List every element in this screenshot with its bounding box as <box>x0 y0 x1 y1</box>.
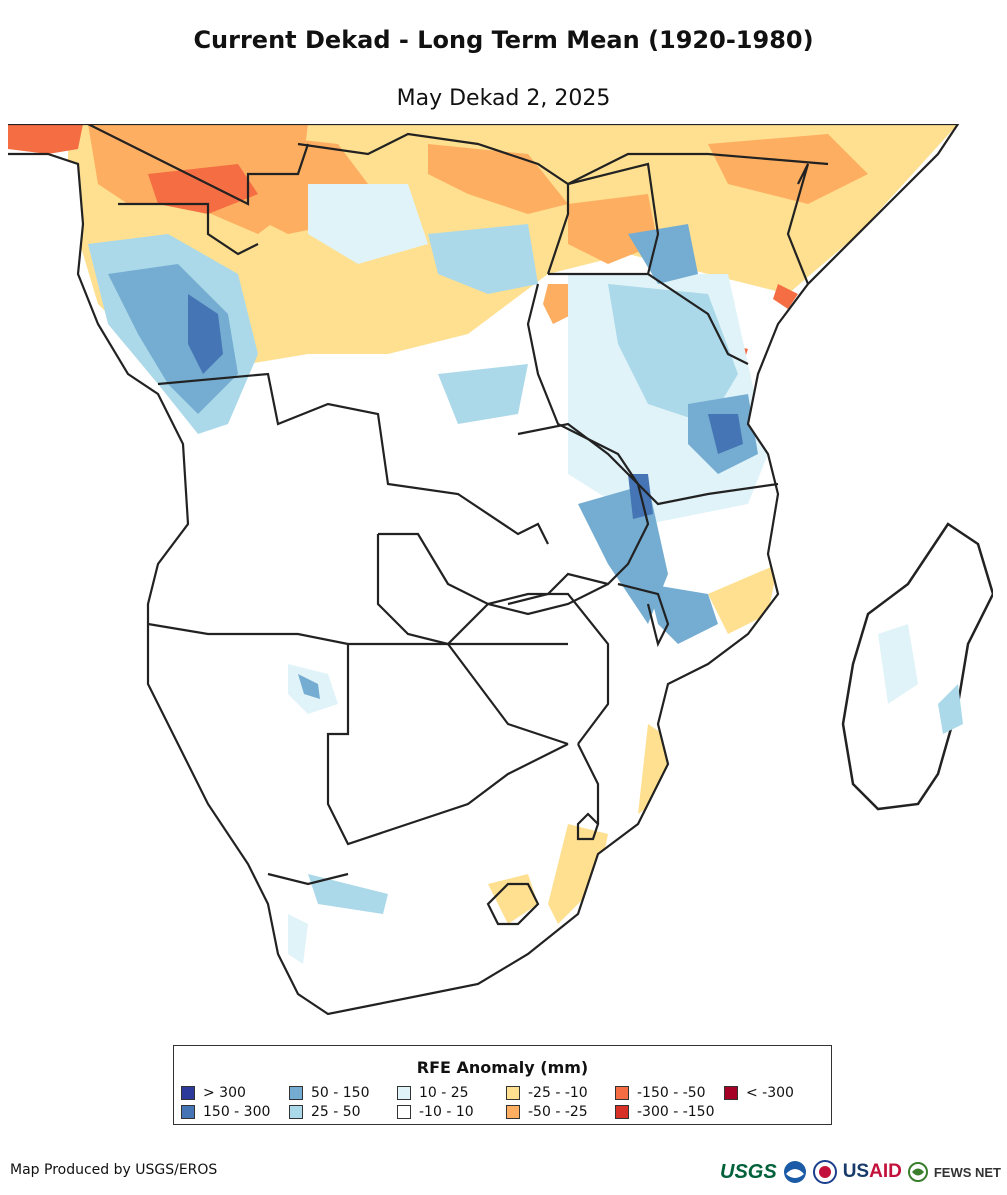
legend-item: -25 - -10 <box>506 1085 588 1101</box>
madagascar <box>841 522 993 811</box>
anomaly-map <box>8 124 993 1016</box>
legend-label: -150 - -50 <box>637 1085 706 1101</box>
legend-label: -300 - -150 <box>637 1104 715 1120</box>
legend-swatch <box>289 1086 303 1100</box>
legend-item: > 300 <box>181 1085 246 1101</box>
legend-swatch <box>506 1105 520 1119</box>
legend-swatch <box>506 1086 520 1100</box>
legend-label: 25 - 50 <box>311 1104 361 1120</box>
legend-item: 50 - 150 <box>289 1085 370 1101</box>
map-title: Current Dekad - Long Term Mean (1920-198… <box>193 26 814 54</box>
legend-item: -150 - -50 <box>615 1085 706 1101</box>
legend-item: -10 - 10 <box>397 1104 474 1120</box>
legend-swatch <box>397 1086 411 1100</box>
legend-item: -50 - -25 <box>506 1104 588 1120</box>
legend-label: 50 - 150 <box>311 1085 370 1101</box>
usaid-logo: USAID <box>842 1161 902 1182</box>
legend-item: 10 - 25 <box>397 1085 469 1101</box>
noaa-icon <box>783 1161 806 1183</box>
legend-swatch <box>289 1105 303 1119</box>
legend-swatch <box>615 1086 629 1100</box>
anomaly-fill <box>8 124 958 964</box>
fews-globe-icon <box>907 1162 928 1182</box>
legend-title: RFE Anomaly (mm) <box>416 1058 589 1077</box>
map-credit: Map Produced by USGS/EROS <box>10 1162 218 1178</box>
legend-label: 10 - 25 <box>419 1085 469 1101</box>
legend-swatch <box>181 1086 195 1100</box>
legend-label: > 300 <box>203 1085 246 1101</box>
legend-item: -300 - -150 <box>615 1104 715 1120</box>
map-legend: RFE Anomaly (mm) > 300 150 - 300 50 - 15… <box>173 1045 832 1125</box>
legend-item: 150 - 300 <box>181 1104 270 1120</box>
nasa-icon <box>812 1160 837 1184</box>
legend-label: 150 - 300 <box>203 1104 271 1120</box>
usgs-logo: USGS <box>720 1160 777 1183</box>
legend-label: -25 - -10 <box>528 1085 588 1101</box>
fews-net-logo: FEWS NET <box>933 1164 1001 1180</box>
legend-swatch <box>724 1086 738 1100</box>
legend-label: < -300 <box>746 1085 794 1101</box>
legend-item: < -300 <box>724 1085 794 1101</box>
map-subtitle: May Dekad 2, 2025 <box>396 86 611 111</box>
agency-logos: USGS USAID FEWS NET <box>720 1156 1001 1188</box>
legend-swatch <box>615 1105 629 1119</box>
legend-swatch <box>181 1105 195 1119</box>
legend-item: 25 - 50 <box>289 1104 361 1120</box>
legend-label: -10 - 10 <box>419 1104 474 1120</box>
country-borders <box>8 124 960 1016</box>
legend-label: -50 - -25 <box>528 1104 588 1120</box>
legend-swatch <box>397 1105 411 1119</box>
